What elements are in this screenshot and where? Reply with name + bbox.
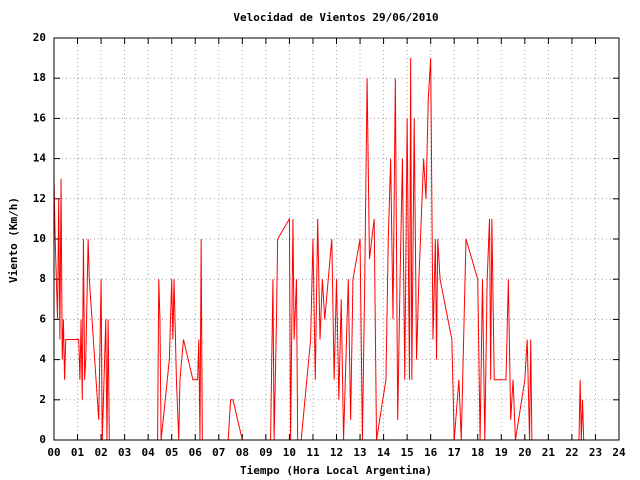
x-tick-label: 11 [306,446,320,459]
x-tick-label: 14 [377,446,391,459]
y-tick-label: 12 [33,192,46,205]
x-tick-label: 01 [71,446,85,459]
data-line [53,58,585,441]
x-tick-label: 13 [353,446,366,459]
y-tick-label: 16 [33,111,47,124]
x-tick-label: 03 [118,446,131,459]
y-tick-label: 8 [39,272,46,285]
x-tick-label: 22 [565,446,578,459]
x-tick-label: 07 [212,446,225,459]
x-tick-label: 10 [283,446,296,459]
y-tick-label: 20 [33,31,46,44]
x-tick-label: 09 [259,446,272,459]
x-axis-label: Tiempo (Hora Local Argentina) [240,464,432,477]
x-tick-label: 06 [189,446,203,459]
x-tick-label: 15 [401,446,414,459]
y-tick-label: 0 [39,433,46,446]
y-tick-label: 6 [39,312,46,325]
x-tick-label: 23 [589,446,602,459]
x-tick-label: 04 [142,446,156,459]
y-tick-label: 10 [33,232,46,245]
y-axis-label: Viento (Km/h) [7,197,20,283]
y-tick-label: 14 [33,152,47,165]
x-tick-label: 17 [448,446,461,459]
x-tick-label: 21 [542,446,556,459]
x-tick-label: 00 [47,446,60,459]
x-tick-label: 08 [236,446,249,459]
y-tick-label: 4 [39,353,46,366]
x-tick-label: 24 [612,446,626,459]
y-tick-label: 2 [39,393,46,406]
x-tick-label: 18 [471,446,484,459]
x-tick-label: 05 [165,446,178,459]
x-tick-label: 19 [495,446,508,459]
x-tick-label: 12 [330,446,343,459]
chart-title: Velocidad de Vientos 29/06/2010 [233,11,438,24]
x-tick-label: 16 [424,446,438,459]
x-tick-label: 20 [518,446,531,459]
y-tick-label: 18 [33,71,46,84]
plot-border [53,37,620,441]
x-tick-label: 02 [94,446,107,459]
